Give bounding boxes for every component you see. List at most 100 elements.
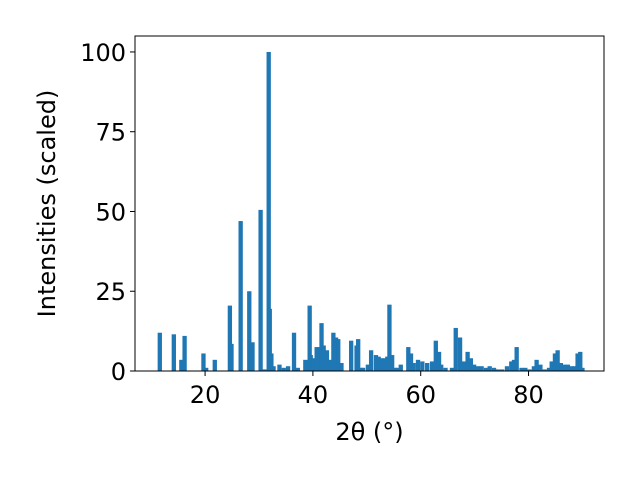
bar [425, 363, 430, 371]
bar [487, 366, 492, 371]
bar [495, 369, 500, 371]
bar [542, 369, 547, 371]
bars-group [157, 51, 585, 371]
bar [267, 308, 272, 371]
bar [314, 347, 319, 371]
bar [321, 345, 326, 371]
bar [212, 359, 217, 371]
bar [376, 356, 381, 371]
bar [527, 369, 532, 371]
bar [385, 356, 390, 371]
bar [443, 367, 448, 371]
bar [285, 366, 291, 371]
bar [157, 332, 162, 371]
bar [229, 343, 234, 371]
bar [575, 353, 580, 371]
y-ticks: 0 25 50 75 100 [80, 39, 135, 386]
bar [317, 347, 322, 371]
bar [504, 366, 510, 371]
x-tick-label: 60 [405, 381, 436, 409]
bar [471, 364, 477, 371]
bar [509, 361, 514, 371]
bar [331, 332, 336, 371]
bar [327, 359, 332, 371]
bar [295, 367, 300, 371]
bar [356, 339, 361, 371]
bar [519, 367, 524, 371]
bar [531, 366, 537, 371]
bar [258, 209, 263, 371]
bar [558, 363, 564, 371]
bar [201, 353, 206, 371]
bar [395, 367, 400, 371]
bar [429, 361, 435, 371]
bar [389, 355, 395, 371]
bar [552, 353, 558, 371]
x-tick-label: 20 [190, 381, 221, 409]
bar [262, 369, 267, 371]
bar [182, 335, 187, 371]
y-axis-label: Intensities (scaled) [33, 90, 61, 318]
bar [461, 361, 466, 371]
y-tick-label: 50 [95, 198, 126, 226]
bar [311, 358, 317, 371]
bar [483, 367, 489, 371]
bar [436, 351, 442, 371]
bar [415, 359, 421, 371]
bar [523, 367, 528, 371]
bar [227, 305, 233, 371]
bar [578, 351, 583, 371]
bar [382, 358, 387, 371]
bar [303, 359, 308, 371]
bar [406, 347, 411, 371]
x-axis-label: 2θ (°) [335, 418, 403, 446]
bar [408, 353, 414, 371]
bar [336, 339, 341, 371]
bar [420, 361, 425, 371]
bar [555, 350, 560, 371]
bar [565, 364, 571, 371]
bar [453, 327, 458, 371]
bar [269, 353, 274, 371]
bar [475, 366, 481, 371]
y-tick-label: 0 [111, 358, 126, 386]
bar [562, 364, 567, 371]
bar [171, 334, 176, 371]
bar [271, 366, 276, 371]
bar [534, 359, 539, 371]
bar [387, 304, 392, 371]
bar [281, 367, 286, 371]
bar [499, 369, 505, 371]
bar [538, 364, 543, 371]
bar [580, 367, 585, 371]
bar [266, 51, 271, 371]
bar [569, 366, 574, 371]
bar [204, 367, 209, 371]
y-tick-label: 75 [95, 119, 126, 147]
bar [491, 367, 497, 371]
bar [250, 342, 255, 371]
bar [392, 367, 397, 371]
bar [368, 350, 374, 371]
x-ticks: 20 40 60 80 [190, 371, 544, 409]
bar [479, 366, 484, 371]
bar [449, 367, 455, 371]
bar [549, 361, 554, 371]
bar [339, 363, 344, 371]
bar [511, 359, 517, 371]
bar [349, 340, 354, 371]
bar [572, 366, 578, 371]
y-tick-label: 100 [80, 39, 126, 67]
bar [333, 337, 339, 371]
bar [514, 347, 519, 371]
bar [324, 350, 330, 371]
y-tick-label: 25 [95, 278, 126, 306]
bar [307, 305, 312, 371]
bar [546, 367, 552, 371]
bar [468, 358, 473, 371]
bar [238, 221, 243, 371]
bar [411, 363, 416, 371]
x-tick-label: 40 [298, 381, 329, 409]
